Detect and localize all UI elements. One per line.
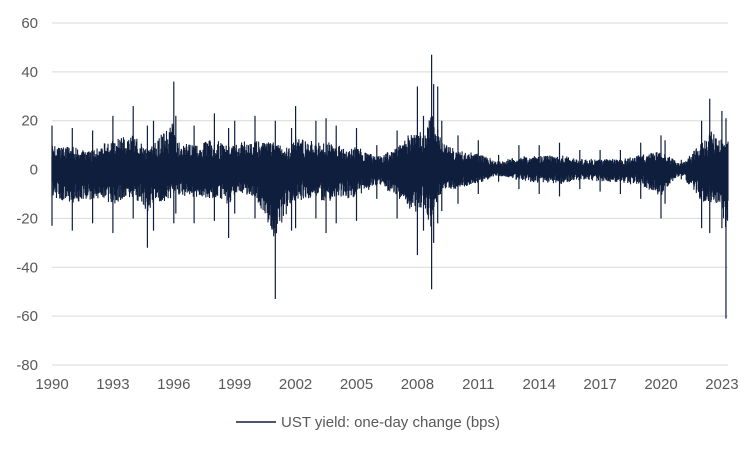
x-tick-label: 1999: [218, 376, 251, 393]
y-axis: 60 40 20 0 -20 -40 -60 -80: [16, 15, 38, 374]
y-tick-label: -40: [16, 259, 38, 276]
x-tick-label: 1990: [35, 376, 68, 393]
y-tick-label: -20: [16, 210, 38, 227]
x-tick-label: 2017: [583, 376, 616, 393]
x-tick-label: 2014: [523, 376, 556, 393]
y-tick-label: 60: [21, 15, 38, 32]
x-tick-label: 2020: [644, 376, 677, 393]
x-axis: 1990 1993 1996 1999 2002 2005 2008 2011 2014 2017…: [35, 376, 738, 393]
y-tick-label: 20: [21, 113, 38, 130]
x-tick-label: 1996: [157, 376, 190, 393]
y-tick-label: 0: [30, 162, 38, 179]
y-tick-label: -80: [16, 357, 38, 374]
x-tick-label: 2002: [279, 376, 312, 393]
legend-label: UST yield: one-day change (bps): [281, 414, 500, 431]
x-tick-label: 2023: [705, 376, 738, 393]
series-layer: [51, 54, 729, 319]
x-tick-label: 1993: [96, 376, 129, 393]
x-tick-label: 2005: [340, 376, 373, 393]
legend: UST yield: one-day change (bps): [236, 414, 500, 431]
x-tick-label: 2011: [462, 376, 494, 393]
y-tick-label: -60: [16, 308, 38, 325]
y-tick-label: 40: [21, 64, 38, 81]
x-tick-label: 2008: [401, 376, 434, 393]
